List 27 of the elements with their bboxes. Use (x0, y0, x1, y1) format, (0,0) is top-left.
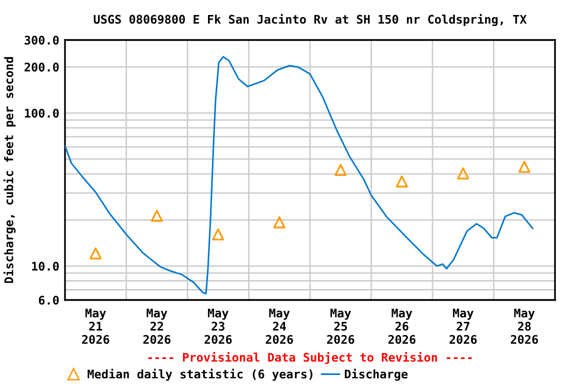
x-tick-label: May 23 2026 (204, 308, 232, 344)
x-tick-label: May 27 2026 (450, 308, 477, 344)
x-tick-label: May 21 2026 (82, 308, 110, 344)
point (150, 210, 163, 222)
legend-label: Median daily statistic (6 years) (88, 368, 312, 381)
y-tick-label: 100.0 (24, 108, 59, 118)
point (518, 160, 530, 173)
x-tick-label: May 25 2026 (327, 308, 354, 344)
x-tick-label: May 26 2026 (388, 308, 416, 344)
x-tick-label: May 24 2026 (266, 308, 293, 344)
point (457, 167, 470, 180)
point (90, 247, 102, 260)
legend-label: Discharge (344, 368, 408, 381)
point (273, 216, 286, 228)
chart-title: USGS 08069800 E Fk San Jacinto Rv at SH 150 nr Coldspring, TX (94, 14, 527, 26)
text: ---- Provisional Data Subject to Revision ---- (148, 352, 472, 364)
y-axis-title: Discharge, cubic feet per second (4, 57, 16, 283)
x-tick-label: May 28 2026 (510, 308, 538, 344)
y-tick-label: 10.0 (32, 262, 59, 271)
point (334, 164, 347, 176)
line-series (65, 56, 534, 294)
y-tick-label: 200.0 (24, 62, 59, 72)
y-tick-label: 6.0 (38, 296, 59, 305)
x-tick-label: May 22 2026 (143, 308, 170, 344)
y-tick-label: 300.0 (24, 36, 59, 45)
point (212, 228, 224, 240)
point (396, 175, 408, 188)
